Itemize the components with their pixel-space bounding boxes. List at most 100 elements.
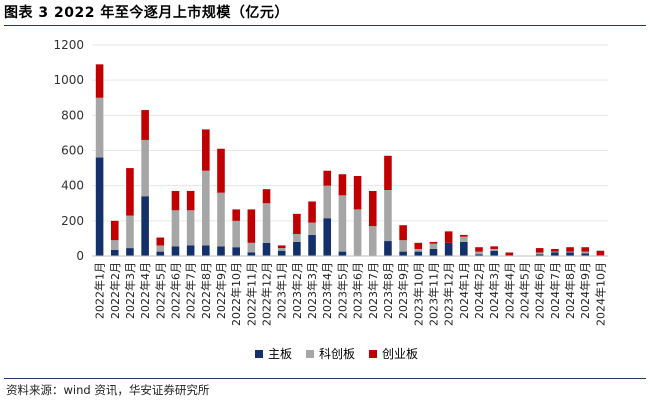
- bar-main: [247, 252, 256, 256]
- bar-main: [535, 254, 544, 256]
- bar-kcb: [535, 252, 544, 255]
- bar-main: [475, 254, 483, 256]
- bar-kcb: [429, 243, 438, 249]
- bar-main: [490, 250, 498, 256]
- bar-cyb: [596, 250, 605, 256]
- figure-title: 图表 3 2022 年至今逐月上市规模（亿元）: [4, 5, 289, 21]
- x-tick-label: 2022年4月: [138, 262, 152, 319]
- bar-main: [551, 252, 559, 256]
- bar-kcb: [323, 185, 332, 219]
- bar-kcb: [247, 242, 256, 253]
- bar-kcb: [353, 209, 362, 256]
- x-tick-label: 2022年9月: [214, 262, 228, 319]
- source-note: 资料来源：wind 资讯，华安证券研究所: [6, 383, 210, 397]
- x-tick-label: 2023年9月: [396, 262, 410, 319]
- x-tick-label: 2023年2月: [290, 262, 304, 319]
- x-tick-label: 2024年1月: [457, 262, 471, 319]
- legend-label: 创业板: [382, 347, 419, 361]
- x-tick-label: 2022年3月: [123, 262, 137, 319]
- bar-main: [323, 218, 332, 256]
- legend-item-cyb: 创业板: [369, 345, 418, 362]
- x-tick-label: 2024年2月: [472, 262, 486, 319]
- bar-cyb: [156, 237, 165, 246]
- x-tick-label: 2022年12月: [260, 262, 274, 326]
- bar-main: [384, 241, 392, 256]
- x-tick-label: 2024年5月: [518, 262, 532, 319]
- bar-main: [232, 247, 240, 256]
- y-tick-label: 0: [76, 249, 84, 263]
- bar-cyb: [429, 241, 438, 244]
- bar-cyb: [126, 168, 134, 216]
- x-tick-label: 2024年4月: [502, 262, 516, 319]
- bar-main: [338, 251, 347, 256]
- bar-cyb: [247, 209, 256, 243]
- bar-cyb: [308, 201, 316, 223]
- bar-main: [414, 251, 423, 256]
- x-tick-label: 2022年5月: [153, 262, 167, 319]
- bar-main: [429, 248, 438, 256]
- bar-cyb: [414, 242, 423, 249]
- x-tick-label: 2023年11月: [426, 262, 440, 326]
- bar-cyb: [110, 220, 119, 241]
- bar-kcb: [338, 195, 347, 252]
- bar-kcb: [475, 251, 483, 255]
- x-tick-label: 2022年1月: [93, 262, 107, 319]
- bar-kcb: [414, 248, 423, 252]
- bar-cyb: [353, 175, 362, 210]
- bar-cyb: [475, 247, 483, 252]
- x-tick-label: 2023年8月: [381, 262, 395, 319]
- x-tick-label: 2024年3月: [487, 262, 501, 319]
- y-tick-label: 1000: [53, 73, 84, 87]
- bar-cyb: [551, 248, 559, 252]
- bar-kcb: [186, 210, 195, 246]
- bar-cyb: [444, 231, 453, 243]
- x-tick-label: 2024年10月: [593, 262, 607, 326]
- bar-main: [399, 251, 407, 256]
- bar-kcb: [95, 97, 104, 158]
- legend-label: 主板: [268, 347, 293, 361]
- x-tick-label: 2023年5月: [335, 262, 349, 319]
- bar-main: [566, 252, 574, 256]
- x-tick-label: 2022年7月: [184, 262, 198, 319]
- bar-kcb: [460, 236, 468, 242]
- bar-cyb: [338, 174, 347, 196]
- bar-cyb: [535, 248, 544, 253]
- bar-cyb: [217, 148, 225, 193]
- bar-kcb: [232, 220, 240, 248]
- bar-main: [277, 250, 286, 256]
- bar-kcb: [262, 203, 271, 243]
- y-tick-label: 400: [61, 179, 84, 193]
- bar-cyb: [293, 213, 301, 235]
- bar-main: [141, 196, 149, 256]
- bar-cyb: [95, 64, 104, 98]
- bar-main: [460, 241, 468, 256]
- bar-main: [156, 251, 165, 256]
- bar-kcb: [171, 210, 180, 247]
- bar-cyb: [262, 189, 271, 204]
- bar-cyb: [368, 190, 377, 227]
- x-tick-label: 2022年2月: [108, 262, 122, 319]
- x-tick-label: 2022年11月: [244, 262, 258, 326]
- x-tick-label: 2023年3月: [305, 262, 319, 319]
- y-tick-label: 1200: [53, 38, 84, 52]
- bar-kcb: [566, 251, 574, 253]
- bar-cyb: [505, 252, 514, 256]
- bar-main: [262, 242, 271, 256]
- bar-main: [95, 157, 104, 256]
- x-tick-label: 2024年6月: [533, 262, 547, 319]
- legend-swatch: [369, 349, 378, 358]
- y-tick-label: 200: [61, 214, 84, 228]
- legend-item-kcb: 科创板: [306, 345, 355, 362]
- bar-main: [217, 246, 225, 256]
- bar-cyb: [202, 129, 210, 171]
- footer-rule: [4, 378, 646, 379]
- bar-kcb: [293, 234, 301, 242]
- bar-kcb: [308, 222, 316, 235]
- x-tick-label: 2022年10月: [229, 262, 243, 326]
- x-tick-label: 2023年4月: [320, 262, 334, 319]
- bar-main: [171, 246, 180, 256]
- legend-item-main: 主板: [255, 345, 292, 362]
- bar-main: [202, 245, 210, 256]
- bar-kcb: [581, 251, 590, 254]
